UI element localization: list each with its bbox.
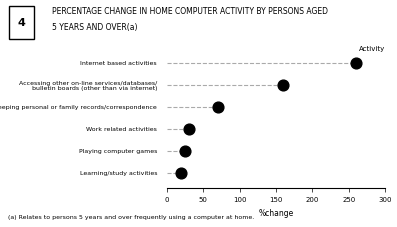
Text: Activity: Activity: [359, 46, 385, 52]
Point: [182, 149, 188, 153]
Point: [214, 105, 221, 109]
Point: [353, 61, 359, 65]
Text: 5 YEARS AND OVER(a): 5 YEARS AND OVER(a): [52, 23, 137, 32]
Text: PERCENTAGE CHANGE IN HOME COMPUTER ACTIVITY BY PERSONS AGED: PERCENTAGE CHANGE IN HOME COMPUTER ACTIV…: [52, 7, 328, 16]
X-axis label: %change: %change: [258, 209, 293, 218]
Point: [185, 127, 192, 131]
Point: [280, 83, 286, 87]
Text: (a) Relates to persons 5 years and over frequently using a computer at home.: (a) Relates to persons 5 years and over …: [8, 215, 254, 220]
FancyBboxPatch shape: [10, 6, 35, 39]
Point: [178, 171, 185, 175]
Text: 4: 4: [18, 18, 26, 28]
